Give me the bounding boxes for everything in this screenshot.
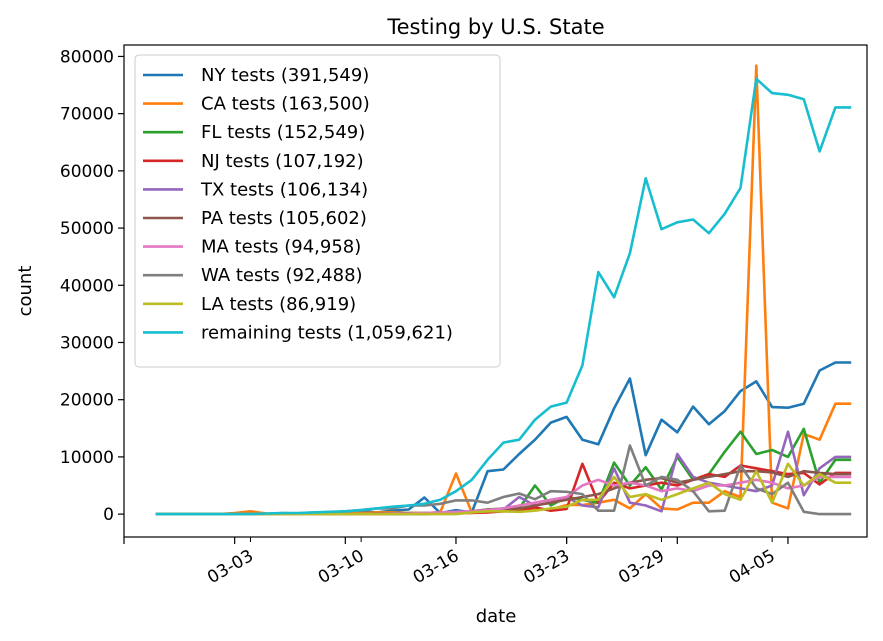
x-axis-label: date: [476, 606, 517, 627]
x-tick-label: 03-23: [520, 546, 573, 588]
legend-box: [134, 54, 501, 368]
y-tick-label: 0: [103, 505, 114, 525]
y-tick-label: 60000: [60, 162, 114, 182]
chart-title: Testing by U.S. State: [386, 15, 604, 39]
y-tick-label: 70000: [60, 105, 114, 125]
series-line-0: [155, 361, 852, 516]
legend-label-2: FL tests (152,549): [201, 122, 365, 143]
y-axis: 0 10000 20000 30000 40000 50000 60000 70000 8000…: [60, 47, 124, 525]
legend-label-7: WA tests (92,488): [201, 265, 363, 286]
legend-label-0: NY tests (391,549): [201, 65, 369, 86]
legend: NY tests (391,549) CA tests (163,500) FL t…: [134, 54, 501, 368]
x-tick-label: 04-05: [726, 546, 779, 588]
legend-label-5: PA tests (105,602): [201, 208, 367, 229]
x-tick-label: 03-16: [410, 546, 463, 588]
y-tick-label: 20000: [60, 391, 114, 411]
y-tick-label: 50000: [60, 219, 114, 239]
series-line-6: [155, 475, 852, 516]
plot-area-frame: [123, 44, 868, 538]
legend-label-8: LA tests (86,919): [201, 294, 356, 315]
y-axis-label: count: [15, 266, 36, 317]
legend-label-4: TX tests (106,134): [200, 179, 368, 200]
series-line-7: [155, 444, 852, 516]
legend-label-3: NJ tests (107,192): [201, 151, 364, 172]
legend-label-1: CA tests (163,500): [201, 94, 370, 115]
series-lines: [155, 64, 852, 516]
y-tick-label: 40000: [60, 276, 114, 296]
y-tick-label: 80000: [60, 47, 114, 67]
legend-label-9: remaining tests (1,059,621): [201, 322, 453, 343]
x-axis: 03-03 03-10 03-16 03-23 03-29 04-05: [123, 537, 789, 588]
series-line-9: [155, 77, 852, 516]
x-tick-label: 03-10: [315, 546, 368, 588]
x-tick-label: 03-29: [615, 546, 668, 588]
legend-label-6: MA tests (94,958): [201, 237, 361, 258]
y-tick-label: 10000: [60, 448, 114, 468]
x-tick-label: 03-03: [204, 546, 257, 588]
y-tick-label: 30000: [60, 333, 114, 353]
